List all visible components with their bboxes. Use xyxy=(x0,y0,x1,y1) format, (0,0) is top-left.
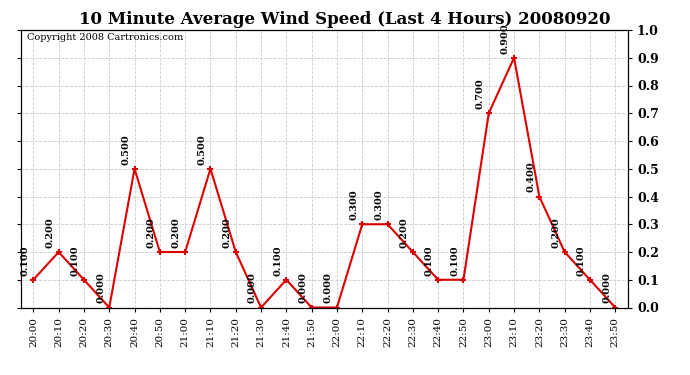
Text: 0.100: 0.100 xyxy=(273,245,282,276)
Text: 0.000: 0.000 xyxy=(324,273,333,303)
Text: 0.400: 0.400 xyxy=(526,162,535,192)
Text: 0.100: 0.100 xyxy=(577,245,586,276)
Text: 0.100: 0.100 xyxy=(451,245,460,276)
Text: 0.000: 0.000 xyxy=(96,273,105,303)
Text: 0.300: 0.300 xyxy=(375,189,384,220)
Text: 0.300: 0.300 xyxy=(349,189,358,220)
Text: 0.000: 0.000 xyxy=(248,273,257,303)
Text: 0.000: 0.000 xyxy=(299,273,308,303)
Text: 0.200: 0.200 xyxy=(551,217,560,248)
Text: 0.200: 0.200 xyxy=(400,217,408,248)
Text: 0.900: 0.900 xyxy=(501,23,510,54)
Text: 0.100: 0.100 xyxy=(71,245,80,276)
Text: 0.000: 0.000 xyxy=(602,273,611,303)
Text: Copyright 2008 Cartronics.com: Copyright 2008 Cartronics.com xyxy=(27,33,183,42)
Text: 0.200: 0.200 xyxy=(147,217,156,248)
Text: 0.100: 0.100 xyxy=(20,245,29,276)
Text: 0.200: 0.200 xyxy=(46,217,55,248)
Text: 0.500: 0.500 xyxy=(197,134,206,165)
Text: 10 Minute Average Wind Speed (Last 4 Hours) 20080920: 10 Minute Average Wind Speed (Last 4 Hou… xyxy=(79,11,611,28)
Text: 0.100: 0.100 xyxy=(425,245,434,276)
Text: 0.700: 0.700 xyxy=(475,78,484,109)
Text: 0.500: 0.500 xyxy=(121,134,130,165)
Text: 0.200: 0.200 xyxy=(172,217,181,248)
Text: 0.200: 0.200 xyxy=(223,217,232,248)
